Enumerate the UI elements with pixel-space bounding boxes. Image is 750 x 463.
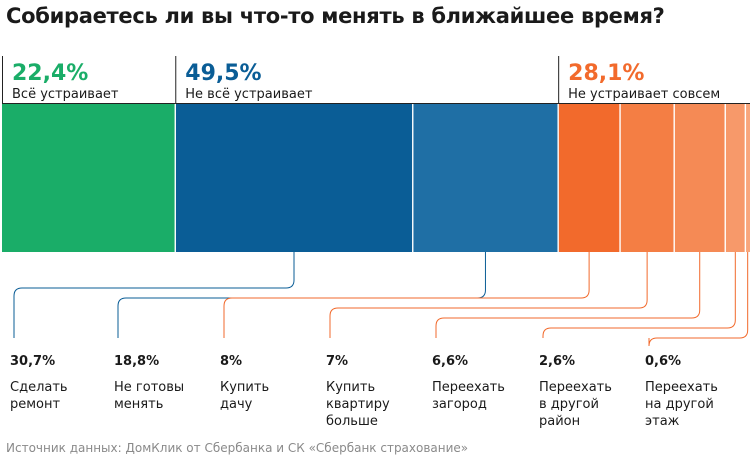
answer-value: 30,7%	[10, 354, 55, 369]
answer-label: Купить	[326, 380, 375, 395]
group-label: Не устраивает совсем	[568, 87, 720, 102]
bar-segment	[674, 104, 726, 252]
answer-value: 6,6%	[432, 354, 468, 369]
connector-line	[329, 252, 648, 338]
bar-segment	[725, 104, 746, 252]
bar-segment	[745, 104, 750, 252]
bar-segment	[175, 104, 413, 252]
answer-label: в другой	[539, 397, 599, 412]
answer-label: этаж	[645, 414, 680, 429]
connector-line	[13, 252, 295, 338]
answer-value: 0,6%	[645, 354, 681, 369]
answer-value: 7%	[326, 354, 348, 369]
answer-label: менять	[114, 397, 163, 412]
group-label: Всё устраивает	[12, 87, 119, 102]
connector-line	[117, 252, 486, 338]
answer-value: 18,8%	[114, 354, 159, 369]
bar-segment	[2, 104, 176, 252]
answer-label: Купить	[220, 380, 269, 395]
answer-label: Переехать	[539, 380, 612, 395]
connector-line	[435, 252, 701, 338]
chart-title: Собираетесь ли вы что-то менять в ближай…	[6, 4, 665, 28]
answer-label: больше	[326, 414, 378, 429]
answer-label: квартиру	[326, 397, 390, 412]
bar-segment	[558, 104, 621, 252]
connector-line	[223, 252, 590, 338]
answer-label: загород	[432, 397, 487, 412]
source-note: Источник данных: ДомКлик от Сбербанка и …	[6, 441, 469, 455]
bar-segment	[412, 104, 559, 252]
answer-label: ремонт	[10, 397, 61, 412]
group-value: 49,5%	[185, 61, 261, 86]
answer-value: 8%	[220, 354, 242, 369]
bar-segment	[620, 104, 675, 252]
group-value: 22,4%	[12, 61, 88, 86]
answer-label: Переехать	[645, 380, 718, 395]
connector-line	[542, 252, 736, 338]
answer-label: Не готовы	[114, 380, 184, 395]
answer-label: на другой	[645, 397, 714, 412]
group-label: Не всё устраивает	[185, 87, 313, 102]
group-value: 28,1%	[568, 61, 644, 86]
answer-label: дачу	[220, 397, 253, 412]
answer-label: район	[539, 414, 580, 429]
answer-label: Переехать	[432, 380, 505, 395]
answer-value: 2,6%	[539, 354, 575, 369]
connector-line	[648, 252, 749, 347]
answer-label: Сделать	[10, 380, 68, 395]
